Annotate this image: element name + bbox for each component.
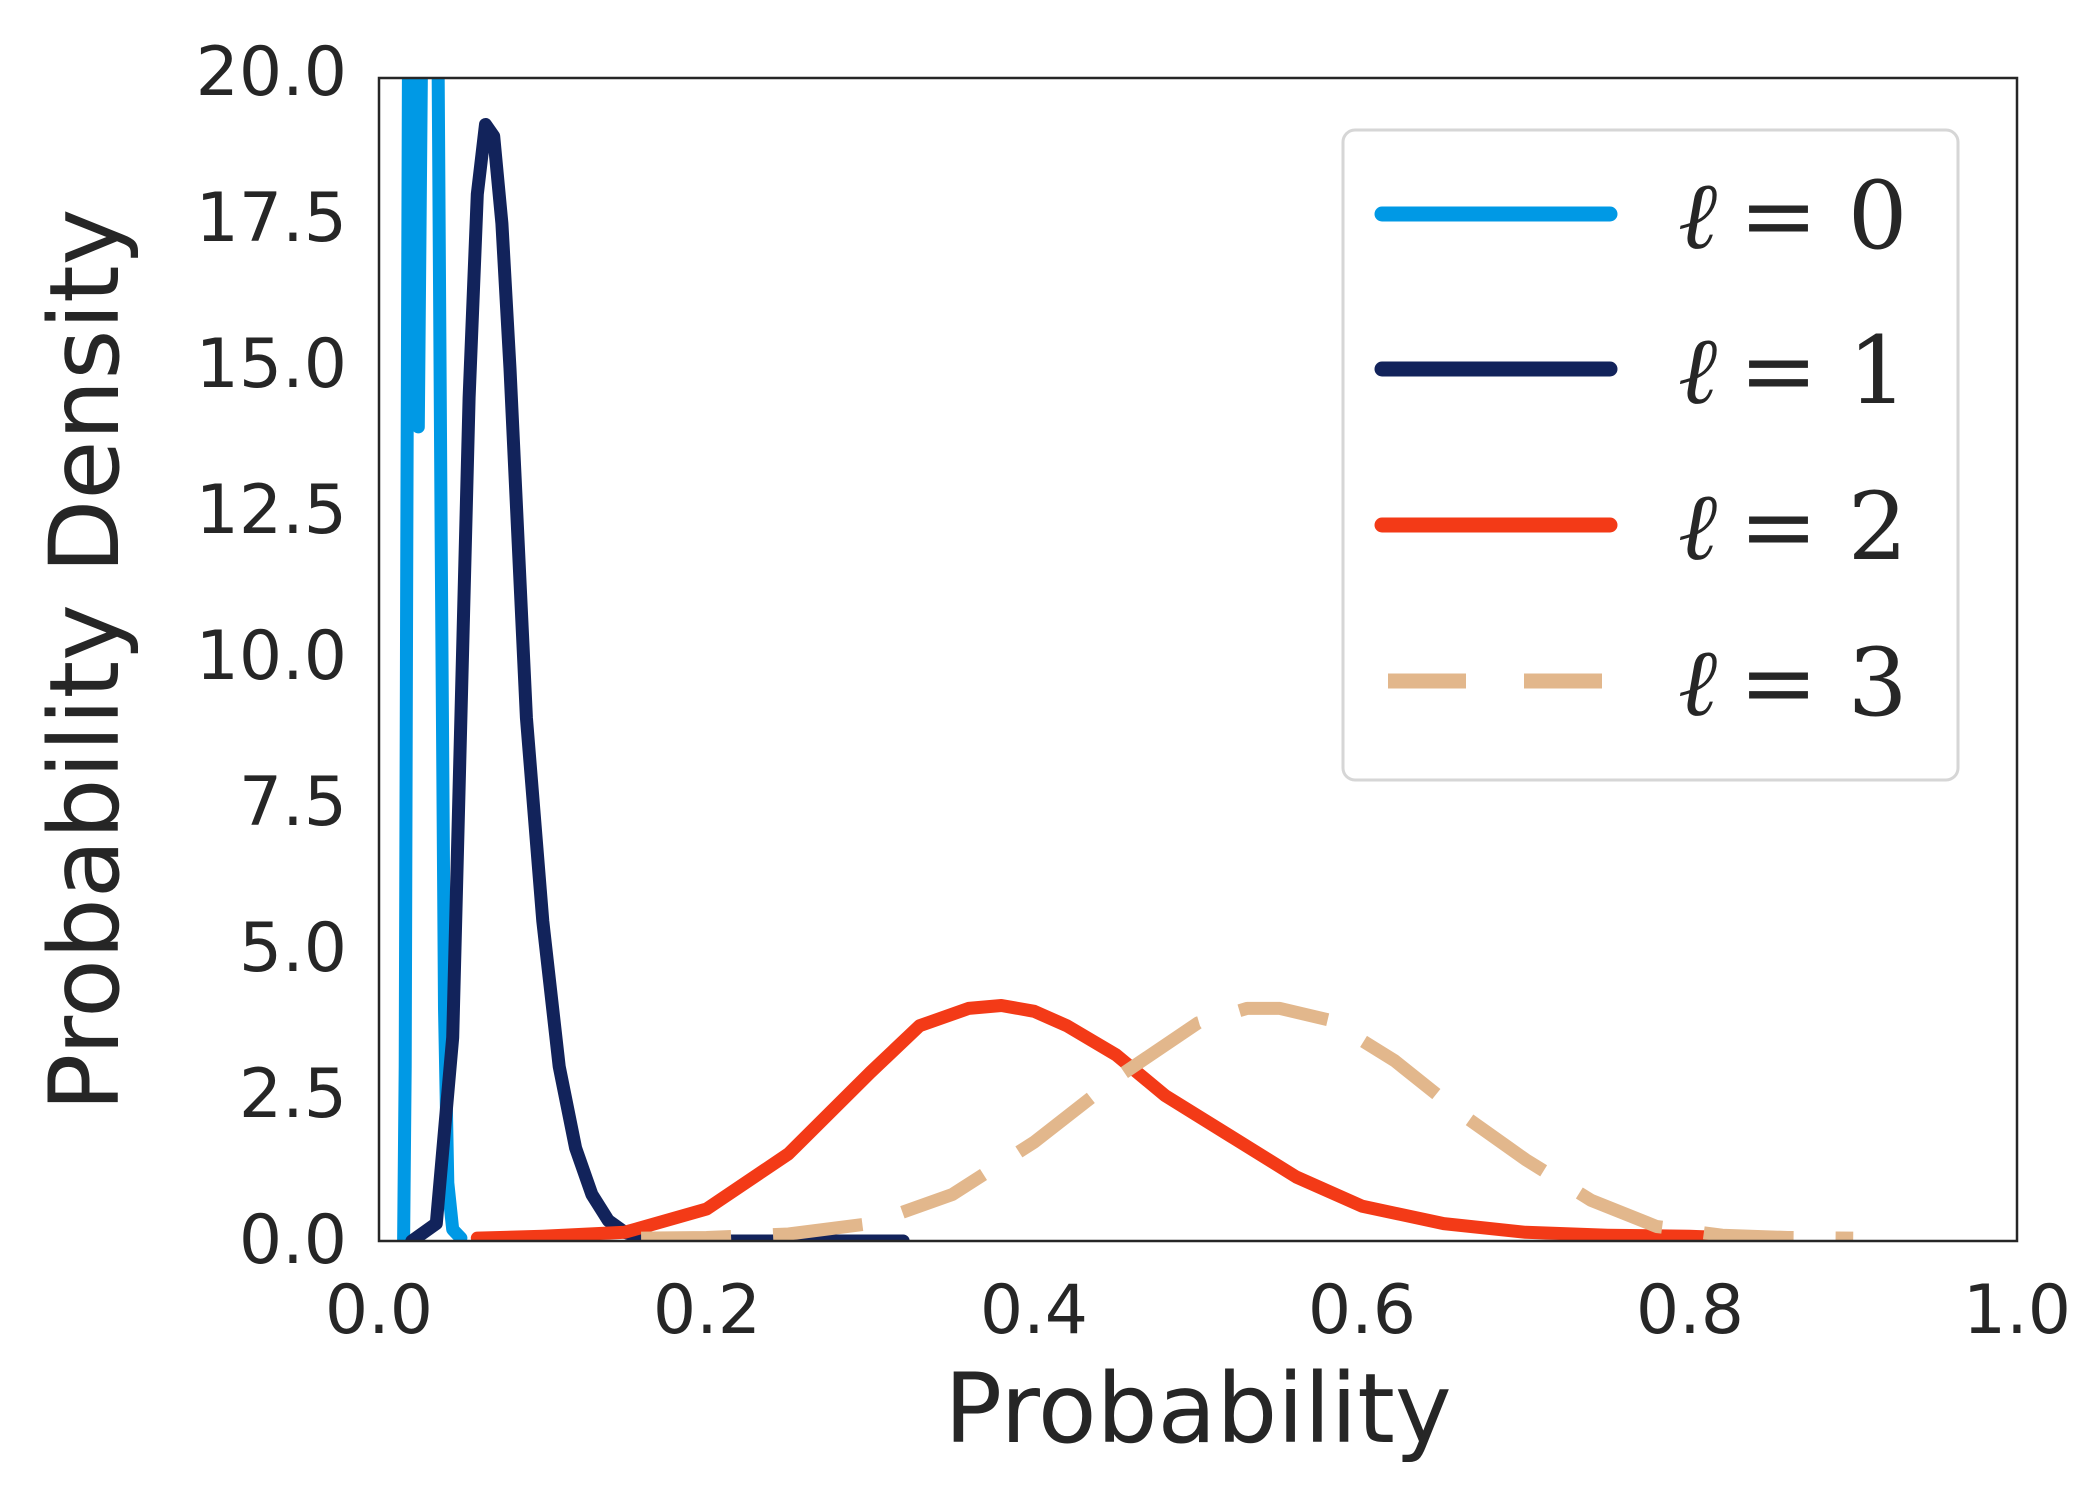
y-tick-label: 7.5 <box>239 763 347 842</box>
y-tick-label: 17.5 <box>196 179 347 258</box>
y-tick-label: 2.5 <box>239 1055 347 1134</box>
y-tick-labels: 0.0 2.5 5.0 7.5 10.0 12.5 15.0 17.5 20.0 <box>196 33 347 1280</box>
y-tick-label: 10.0 <box>196 617 347 696</box>
y-tick-label: 12.5 <box>196 471 347 550</box>
x-tick-label: 0.2 <box>653 1271 761 1350</box>
x-axis-title: Probability <box>944 1353 1451 1465</box>
x-tick-label: 0.6 <box>1308 1271 1416 1350</box>
legend-entry: ℓ = 1 <box>1374 317 1908 426</box>
series-line-3 <box>641 1001 1854 1241</box>
x-tick-label: 0.0 <box>325 1271 433 1350</box>
series-line-2 <box>470 999 1729 1241</box>
legend-label: ℓ = 3 <box>1678 629 1908 738</box>
x-tick-label: 0.8 <box>1636 1271 1744 1350</box>
legend-entry: ℓ = 2 <box>1374 473 1908 582</box>
y-tick-label: 15.0 <box>196 325 347 404</box>
legend: ℓ = 0 ℓ = 1 ℓ = 2 ℓ = 3 <box>1341 128 1960 782</box>
legend-entry: ℓ = 3 <box>1388 629 1908 738</box>
x-tick-labels: 0.0 0.2 0.4 0.6 0.8 1.0 <box>325 1271 2071 1350</box>
legend-label: ℓ = 2 <box>1678 473 1908 582</box>
series-line-0 <box>397 78 468 1241</box>
legend-label: ℓ = 1 <box>1678 317 1908 426</box>
legend-box <box>1341 128 1960 782</box>
x-tick-label: 1.0 <box>1963 1271 2071 1350</box>
y-tick-label: 20.0 <box>196 33 347 112</box>
legend-label: ℓ = 0 <box>1678 162 1908 271</box>
plot-frame <box>377 76 2019 1243</box>
y-tick-label: 0.0 <box>239 1201 347 1280</box>
y-axis-title: Probability Density <box>29 209 141 1112</box>
y-tick-label: 5.0 <box>239 909 347 988</box>
legend-entry: ℓ = 0 <box>1374 162 1908 271</box>
x-tick-label: 0.4 <box>980 1271 1088 1350</box>
